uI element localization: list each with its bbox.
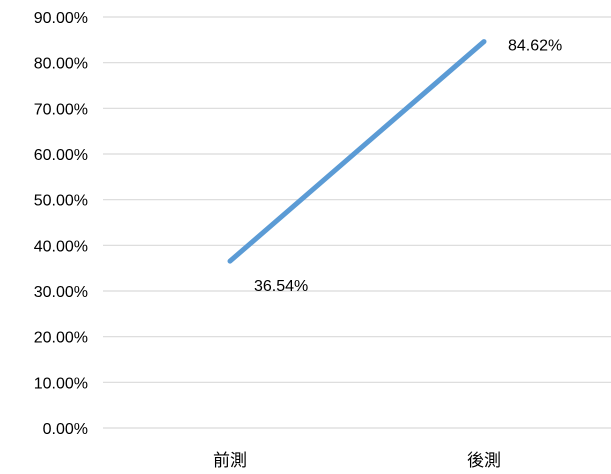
y-tick-label: 70.00% bbox=[34, 101, 88, 118]
series-lines bbox=[227, 39, 487, 264]
y-tick-label: 60.00% bbox=[34, 147, 88, 164]
y-tick-label: 30.00% bbox=[34, 284, 88, 301]
x-axis-category-labels: 前測 後測 bbox=[213, 451, 501, 471]
y-tick-label: 10.00% bbox=[34, 375, 88, 392]
data-labels: 36.54% 84.62% bbox=[254, 38, 562, 296]
data-label: 84.62% bbox=[508, 38, 562, 55]
data-label: 36.54% bbox=[254, 278, 308, 295]
y-tick-label: 40.00% bbox=[34, 238, 88, 255]
gridlines bbox=[103, 16, 611, 429]
y-tick-label: 50.00% bbox=[34, 193, 88, 210]
series-line bbox=[227, 39, 487, 264]
y-axis-tick-labels: 0.00% 10.00% 20.00% 30.00% 40.00% 50.00% 60.00… bbox=[34, 10, 88, 438]
y-tick-label: 80.00% bbox=[34, 56, 88, 73]
x-category-label: 前測 bbox=[213, 451, 247, 471]
y-tick-label: 0.00% bbox=[43, 421, 88, 438]
y-tick-label: 20.00% bbox=[34, 330, 88, 347]
x-category-label: 後測 bbox=[467, 451, 501, 471]
y-tick-label: 90.00% bbox=[34, 10, 88, 27]
